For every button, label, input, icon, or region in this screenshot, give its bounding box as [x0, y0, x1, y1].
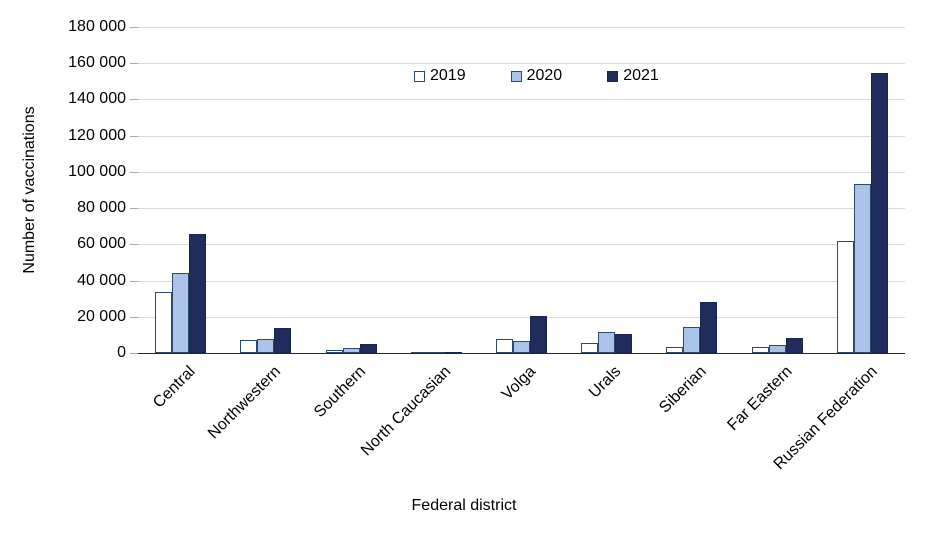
legend-item-2021: 2021 [607, 67, 659, 85]
x-category-label: Northwestern [204, 363, 284, 443]
x-category-label: Far Eastern [724, 363, 796, 435]
y-tick-mark [130, 208, 138, 209]
bar-2019 [666, 347, 683, 353]
legend-swatch-icon [607, 70, 619, 82]
x-axis-line [138, 353, 905, 354]
y-tick-label: 20 000 [77, 308, 126, 325]
y-tick-label: 40 000 [77, 272, 126, 289]
y-tick-mark [130, 99, 138, 100]
bar-2021 [530, 316, 547, 353]
y-gridline [138, 136, 905, 137]
bar-2021 [786, 338, 803, 353]
y-gridline [138, 27, 905, 28]
legend-swatch-icon [510, 70, 522, 82]
bar-2020 [854, 184, 871, 353]
bar-2019 [240, 340, 257, 353]
y-tick-label: 100 000 [68, 163, 126, 180]
bar-2020 [683, 327, 700, 353]
y-tick-label: 140 000 [68, 90, 126, 107]
bar-2020 [513, 341, 530, 353]
bar-2020 [598, 332, 615, 353]
y-gridline [138, 208, 905, 209]
bar-2019 [837, 241, 854, 353]
legend-swatch-icon [414, 70, 425, 82]
y-gridline [138, 281, 905, 282]
y-tick-mark [130, 281, 138, 282]
y-axis-title: Number of vaccinations [21, 106, 38, 274]
y-gridline [138, 244, 905, 245]
bar-2019 [581, 343, 598, 353]
y-gridline [138, 317, 905, 318]
legend: 2019 2020 2021 [414, 67, 659, 85]
bar-2019 [326, 350, 343, 353]
legend-item-2020: 2020 [510, 67, 563, 85]
y-tick-mark [130, 63, 138, 64]
y-tick-mark [130, 353, 138, 354]
y-tick-mark [130, 27, 138, 28]
bar-2019 [155, 292, 172, 353]
bar-2019 [496, 339, 513, 353]
y-gridline [138, 63, 905, 64]
x-category-label: Urals [586, 363, 625, 402]
y-gridline [138, 172, 905, 173]
y-tick-mark [130, 244, 138, 245]
y-tick-label: 160 000 [68, 54, 126, 71]
bar-2021 [700, 302, 717, 353]
y-tick-mark [130, 172, 138, 173]
y-tick-label: 60 000 [77, 235, 126, 252]
y-tick-label: 80 000 [77, 199, 126, 216]
bar-2019 [752, 347, 769, 353]
bar-2021 [189, 234, 206, 353]
bar-2021 [360, 344, 377, 353]
legend-label: 2019 [430, 67, 466, 84]
y-gridline [138, 99, 905, 100]
legend-item-2019: 2019 [414, 67, 466, 85]
x-category-label: Central [150, 363, 199, 412]
bar-2021 [871, 73, 888, 353]
y-tick-label: 120 000 [68, 127, 126, 144]
y-tick-label: 0 [117, 344, 126, 361]
bar-2020 [769, 345, 786, 353]
x-category-label: Volga [499, 363, 540, 404]
x-category-label: Southern [311, 363, 370, 421]
legend-label: 2021 [623, 67, 659, 84]
x-category-label: North Caucasian [358, 363, 455, 460]
legend-label: 2020 [526, 67, 563, 84]
x-category-label: Siberian [656, 363, 710, 417]
y-tick-mark [130, 136, 138, 137]
bar-2021 [274, 328, 291, 353]
y-tick-label: 180 000 [68, 18, 126, 35]
x-axis-title: Federal district [411, 497, 517, 514]
bar-2021 [615, 334, 632, 353]
y-tick-mark [130, 317, 138, 318]
bar-2020 [172, 273, 189, 353]
bar-2020 [257, 339, 274, 353]
bar-2020 [343, 348, 360, 353]
